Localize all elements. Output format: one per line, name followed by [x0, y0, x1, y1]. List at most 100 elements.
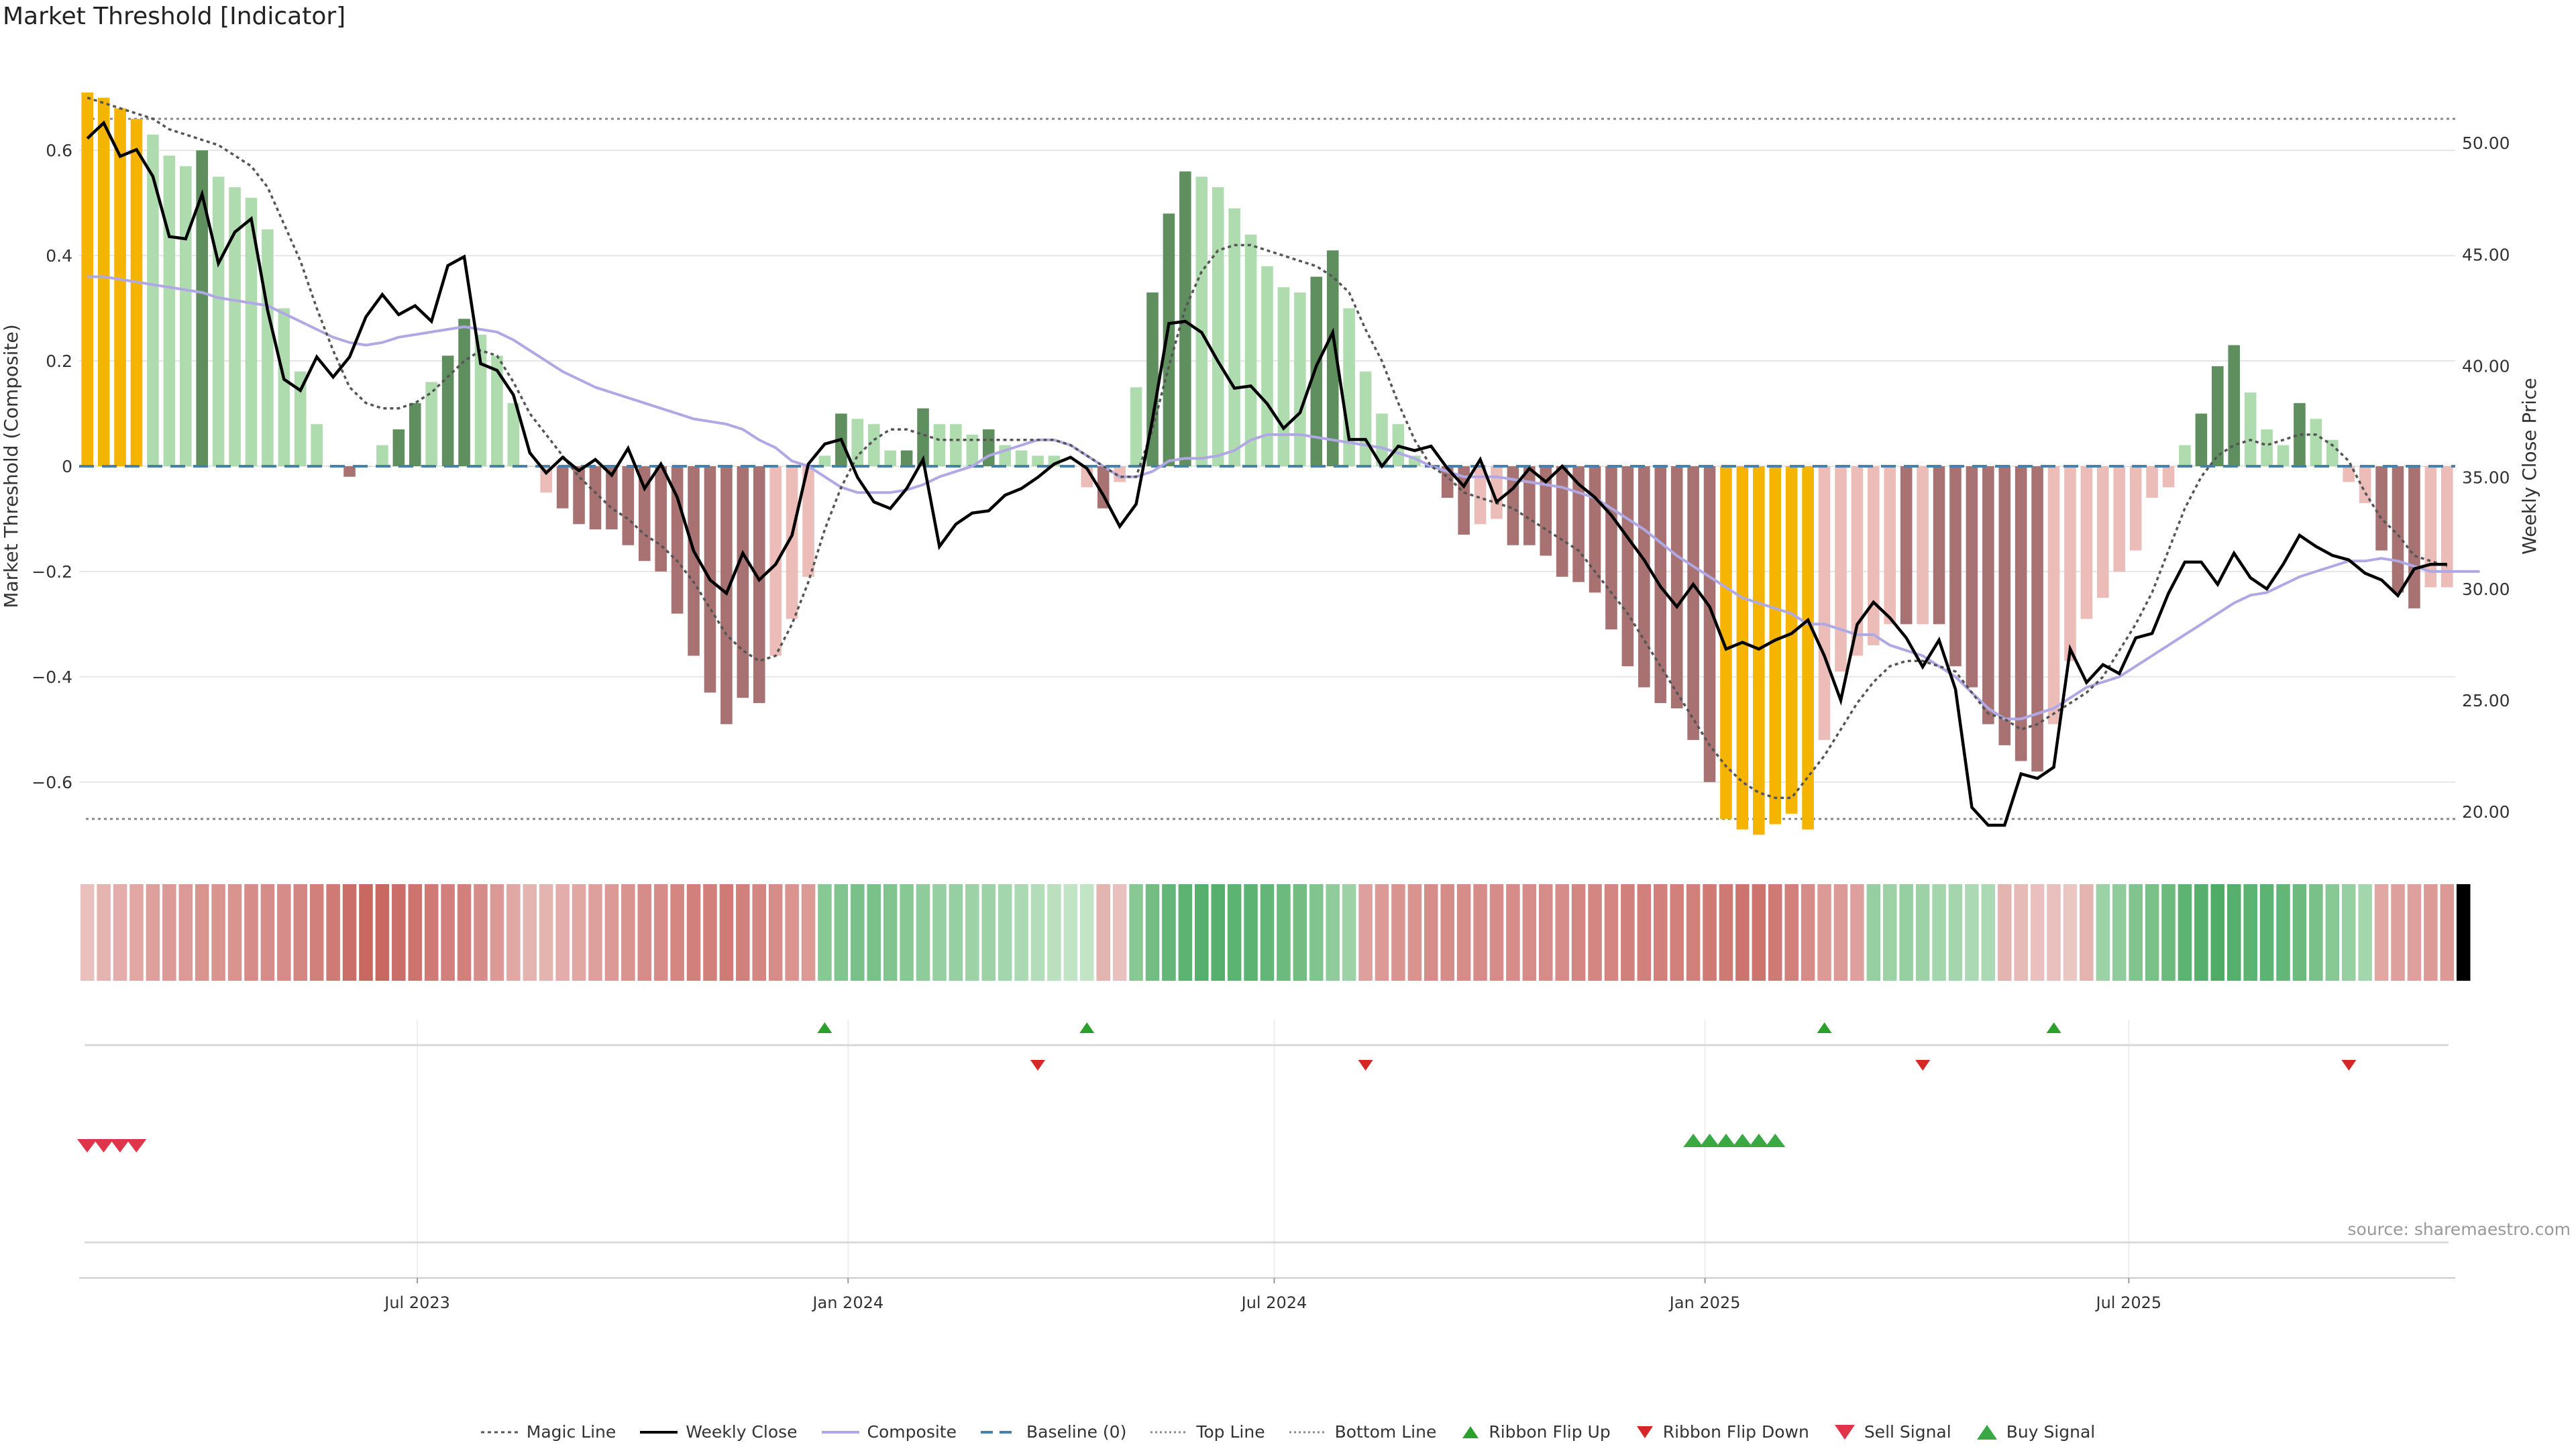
ribbon-cell — [1424, 884, 1438, 981]
ribbon-cell — [2292, 884, 2307, 981]
composite-bar — [97, 97, 110, 466]
ribbon-cell — [474, 884, 488, 981]
ribbon-cell — [146, 884, 160, 981]
composite-bar — [2261, 429, 2273, 466]
legend: Magic Line Weekly Close Composite Baseli… — [0, 1422, 2576, 1442]
ribbon-cell — [178, 884, 193, 981]
composite-bar — [1376, 413, 1388, 466]
ribbon-cell — [1211, 884, 1225, 981]
composite-bar — [2195, 413, 2208, 466]
ribbon-cell — [1096, 884, 1110, 981]
legend-item-bottom-line[interactable]: Bottom Line — [1289, 1422, 1436, 1442]
ribbon-cell — [768, 884, 783, 981]
composite-bar — [1540, 466, 1552, 556]
composite-bar — [1032, 455, 1044, 466]
ribbon-cell — [375, 884, 390, 981]
composite-bar — [2129, 466, 2142, 551]
composite-bar — [2047, 466, 2060, 724]
legend-item-ribbon-flip-up[interactable]: Ribbon Flip Up — [1460, 1422, 1611, 1442]
ribbon-cell — [1768, 884, 1782, 981]
ribbon-cell — [1539, 884, 1553, 981]
composite-bar — [1982, 466, 1994, 724]
ribbon-cell — [1637, 884, 1652, 981]
composite-bar — [1212, 187, 1224, 466]
composite-bar — [1228, 208, 1240, 466]
legend-label-sell-signal: Sell Signal — [1864, 1422, 1951, 1442]
composite-bar — [1163, 213, 1175, 466]
ribbon-cell — [703, 884, 717, 981]
ribbon-cell — [392, 884, 406, 981]
y2-tick-label: 35.00 — [2462, 468, 2510, 488]
composite-bar — [1556, 466, 1568, 577]
composite-bar — [1949, 466, 1962, 667]
composite-bar — [425, 382, 437, 466]
y2-tick-label: 45.00 — [2462, 245, 2510, 264]
ribbon-cell — [916, 884, 930, 981]
ribbon-cell — [2309, 884, 2323, 981]
ribbon-cell — [195, 884, 209, 981]
ribbon-cell — [1326, 884, 1340, 981]
composite-bar — [2097, 466, 2109, 598]
ribbon-cell — [1752, 884, 1766, 981]
composite-bar — [1703, 466, 1716, 782]
ribbon-flip-up-marker — [1079, 1022, 1095, 1033]
composite-bar — [638, 466, 651, 561]
composite-bar — [441, 356, 454, 466]
sell-signal-marker — [77, 1139, 97, 1152]
ribbon-cell — [1801, 884, 1815, 981]
composite-bar — [688, 466, 700, 656]
composite-bar — [245, 197, 258, 466]
composite-bar — [1523, 466, 1536, 545]
composite-bar — [2408, 466, 2420, 608]
composite-bar — [2375, 466, 2387, 551]
ribbon-cell — [1882, 884, 1897, 981]
ribbon-cell — [981, 884, 996, 981]
x-tick-label: Jul 2023 — [383, 1293, 450, 1312]
sell-signal-marker — [109, 1139, 130, 1152]
ribbon-cell — [1178, 884, 1193, 981]
y2-tick-label: 25.00 — [2462, 691, 2510, 710]
composite-bar — [1491, 466, 1503, 519]
ribbon-cell — [1293, 884, 1307, 981]
ribbon-cell — [1866, 884, 1881, 981]
composite-bar — [540, 466, 552, 493]
composite-bar — [1670, 466, 1683, 708]
legend-item-magic-line[interactable]: Magic Line — [480, 1422, 616, 1442]
ribbon-cell — [1735, 884, 1750, 981]
ribbon-cell — [1571, 884, 1586, 981]
legend-item-buy-signal[interactable]: Buy Signal — [1976, 1422, 2095, 1442]
y2-axis-label: Weekly Close Price — [2518, 378, 2540, 554]
ribbon-cell — [2030, 884, 2045, 981]
ribbon-cell — [2440, 884, 2455, 981]
composite-bar — [523, 466, 536, 467]
composite-bar — [114, 108, 126, 466]
ribbon-cell — [162, 884, 176, 981]
ribbon-cell — [736, 884, 750, 981]
ribbon-cell — [801, 884, 816, 981]
legend-label-baseline: Baseline (0) — [1026, 1422, 1127, 1442]
legend-item-sell-signal[interactable]: Sell Signal — [1833, 1422, 1951, 1442]
ribbon-cell — [1784, 884, 1799, 981]
y-tick-label: 0.4 — [46, 246, 72, 266]
ribbon-cell — [1358, 884, 1373, 981]
ribbon-cell — [1227, 884, 1242, 981]
buy-signal-marker — [1748, 1134, 1769, 1147]
composite-bar — [1818, 466, 1831, 741]
legend-item-top-line[interactable]: Top Line — [1150, 1422, 1265, 1442]
legend-item-weekly-close[interactable]: Weekly Close — [640, 1422, 798, 1442]
legend-item-ribbon-flip-down[interactable]: Ribbon Flip Down — [1635, 1422, 1809, 1442]
ribbon-cell — [867, 884, 881, 981]
composite-bar — [130, 119, 143, 467]
composite-bar — [802, 466, 814, 577]
ribbon-cell — [1030, 884, 1045, 981]
ribbon-cell — [1588, 884, 1602, 981]
legend-swatch-top-line — [1150, 1431, 1189, 1433]
ribbon-cell — [441, 884, 455, 981]
ribbon-cell — [490, 884, 504, 981]
ribbon-cell — [2014, 884, 2028, 981]
legend-item-composite[interactable]: Composite — [821, 1422, 957, 1442]
composite-bar — [1736, 466, 1749, 830]
legend-item-baseline[interactable]: Baseline (0) — [980, 1422, 1127, 1442]
ribbon-cell — [424, 884, 439, 981]
composite-bar — [769, 466, 782, 656]
